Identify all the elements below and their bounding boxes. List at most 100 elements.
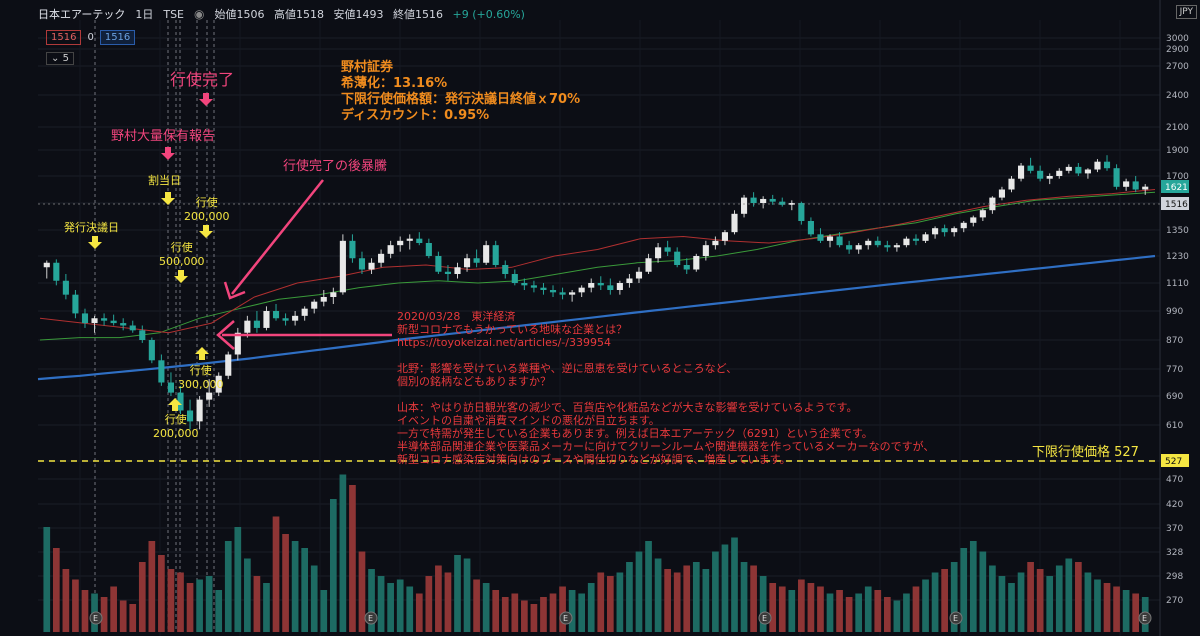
volume-bar	[664, 569, 671, 632]
down-arrow-icon	[88, 242, 102, 249]
volume-bar	[702, 569, 710, 632]
volume-bar	[893, 600, 901, 632]
volume-bar	[750, 565, 757, 632]
down-arrow-icon	[203, 225, 209, 231]
earnings-icon	[949, 611, 963, 625]
candle-body	[951, 228, 958, 233]
volume-bar	[769, 583, 777, 632]
candle-body	[979, 210, 986, 218]
volume-bar	[463, 558, 471, 632]
volume-bar	[989, 565, 996, 632]
annotation-allotment-day: 割当日	[148, 174, 181, 187]
volume-bar	[864, 586, 872, 632]
price-tick-label: 1350	[1166, 226, 1189, 236]
price-tick-label: 1110	[1166, 279, 1189, 289]
candle-body	[836, 236, 843, 246]
symbol-name[interactable]: 日本エアーテック	[38, 8, 126, 21]
candle-body	[912, 238, 920, 241]
volume-bar	[473, 579, 480, 632]
volume-bar	[272, 516, 280, 632]
volume-bar	[62, 569, 70, 632]
price-tick-label: 2900	[1166, 45, 1189, 55]
volume-bar	[759, 576, 767, 632]
candle-body	[292, 315, 299, 321]
candle-body	[463, 258, 471, 268]
price-tick-label: 770	[1166, 365, 1183, 375]
currency-label[interactable]: JPY	[1175, 5, 1197, 19]
candle-body	[177, 392, 184, 411]
spread-value: 0	[87, 32, 94, 43]
candle-body	[616, 283, 623, 290]
volume-bar	[578, 593, 586, 632]
candle-body	[817, 234, 824, 241]
candle-body	[769, 198, 776, 202]
volume-bar	[444, 572, 452, 632]
volume-bar	[339, 474, 347, 632]
candle-body	[932, 228, 939, 235]
candle-body	[922, 234, 929, 241]
volume-bar	[540, 597, 547, 632]
candle-body	[846, 245, 853, 250]
earnings-icon-letter: E	[563, 614, 568, 623]
candle-body	[225, 354, 232, 376]
candle-body	[540, 287, 547, 290]
candle-body	[1017, 165, 1025, 179]
candle-body	[148, 340, 155, 361]
volume-bars	[43, 474, 1149, 632]
earnings-icon-letter: E	[762, 614, 767, 623]
volume-bar	[52, 548, 60, 632]
interval-label[interactable]: 1日	[135, 8, 154, 21]
pink-arrow-line	[231, 179, 324, 295]
price-tick-label: 870	[1166, 336, 1183, 346]
volume-bar	[349, 485, 356, 632]
volume-bar	[377, 576, 385, 632]
candle-body	[1056, 170, 1063, 176]
candle-body	[1008, 178, 1015, 190]
down-arrow-icon	[203, 93, 209, 99]
volume-bar	[1055, 565, 1063, 632]
down-arrow-icon	[174, 276, 188, 283]
candle-body	[1142, 186, 1149, 190]
up-arrow-icon	[168, 398, 182, 405]
candle-body	[903, 238, 910, 246]
exchange-label: TSE	[163, 7, 184, 21]
down-arrow-icon	[199, 231, 213, 238]
volume-bar	[148, 541, 156, 632]
news-url[interactable]: https://toyokeizai.net/articles/-/339954	[397, 336, 611, 349]
candle-body	[549, 290, 557, 293]
volume-bar	[1113, 586, 1120, 632]
volume-bar	[110, 586, 117, 632]
volume-bar	[100, 597, 108, 632]
candle-body	[435, 256, 442, 272]
candle-body	[282, 318, 289, 321]
volume-bar	[224, 541, 232, 632]
candle-body	[406, 238, 413, 241]
indicators-toggle[interactable]: ⌄ 5	[46, 52, 74, 65]
volume-bar	[358, 551, 366, 632]
price-tick-label: 2700	[1166, 62, 1189, 72]
candle-body	[378, 253, 385, 263]
candlesticks	[43, 155, 1149, 430]
candle-body	[492, 245, 499, 265]
nomura-terms-box: 野村証券 希薄化：13.16% 下限行使価格額：発行決議日終値ｘ70% ディスカ…	[341, 60, 580, 124]
volume-bar	[454, 555, 461, 632]
volume-bar	[253, 576, 261, 632]
volume-bar	[138, 562, 146, 632]
candle-body	[1123, 181, 1130, 187]
buy-button[interactable]: 1516	[99, 30, 136, 45]
volume-bar	[788, 590, 796, 632]
volume-bar	[587, 583, 595, 632]
volume-bar	[1094, 579, 1101, 632]
down-arrow-icon	[161, 198, 175, 205]
volume-bar	[1122, 590, 1130, 632]
sell-button[interactable]: 1516	[46, 30, 82, 45]
moving-average-line	[37, 254, 1156, 381]
volume-bar	[129, 604, 137, 632]
candle-body	[788, 203, 795, 205]
earnings-icon-letter: E	[93, 614, 98, 623]
eye-icon[interactable]: ◉	[194, 7, 205, 21]
annotation-nomura-report: 野村大量保有報告	[111, 129, 216, 144]
candle-body	[826, 236, 834, 241]
price-axis[interactable]: 3000290027002400210019001700150013501230…	[1159, 0, 1189, 636]
